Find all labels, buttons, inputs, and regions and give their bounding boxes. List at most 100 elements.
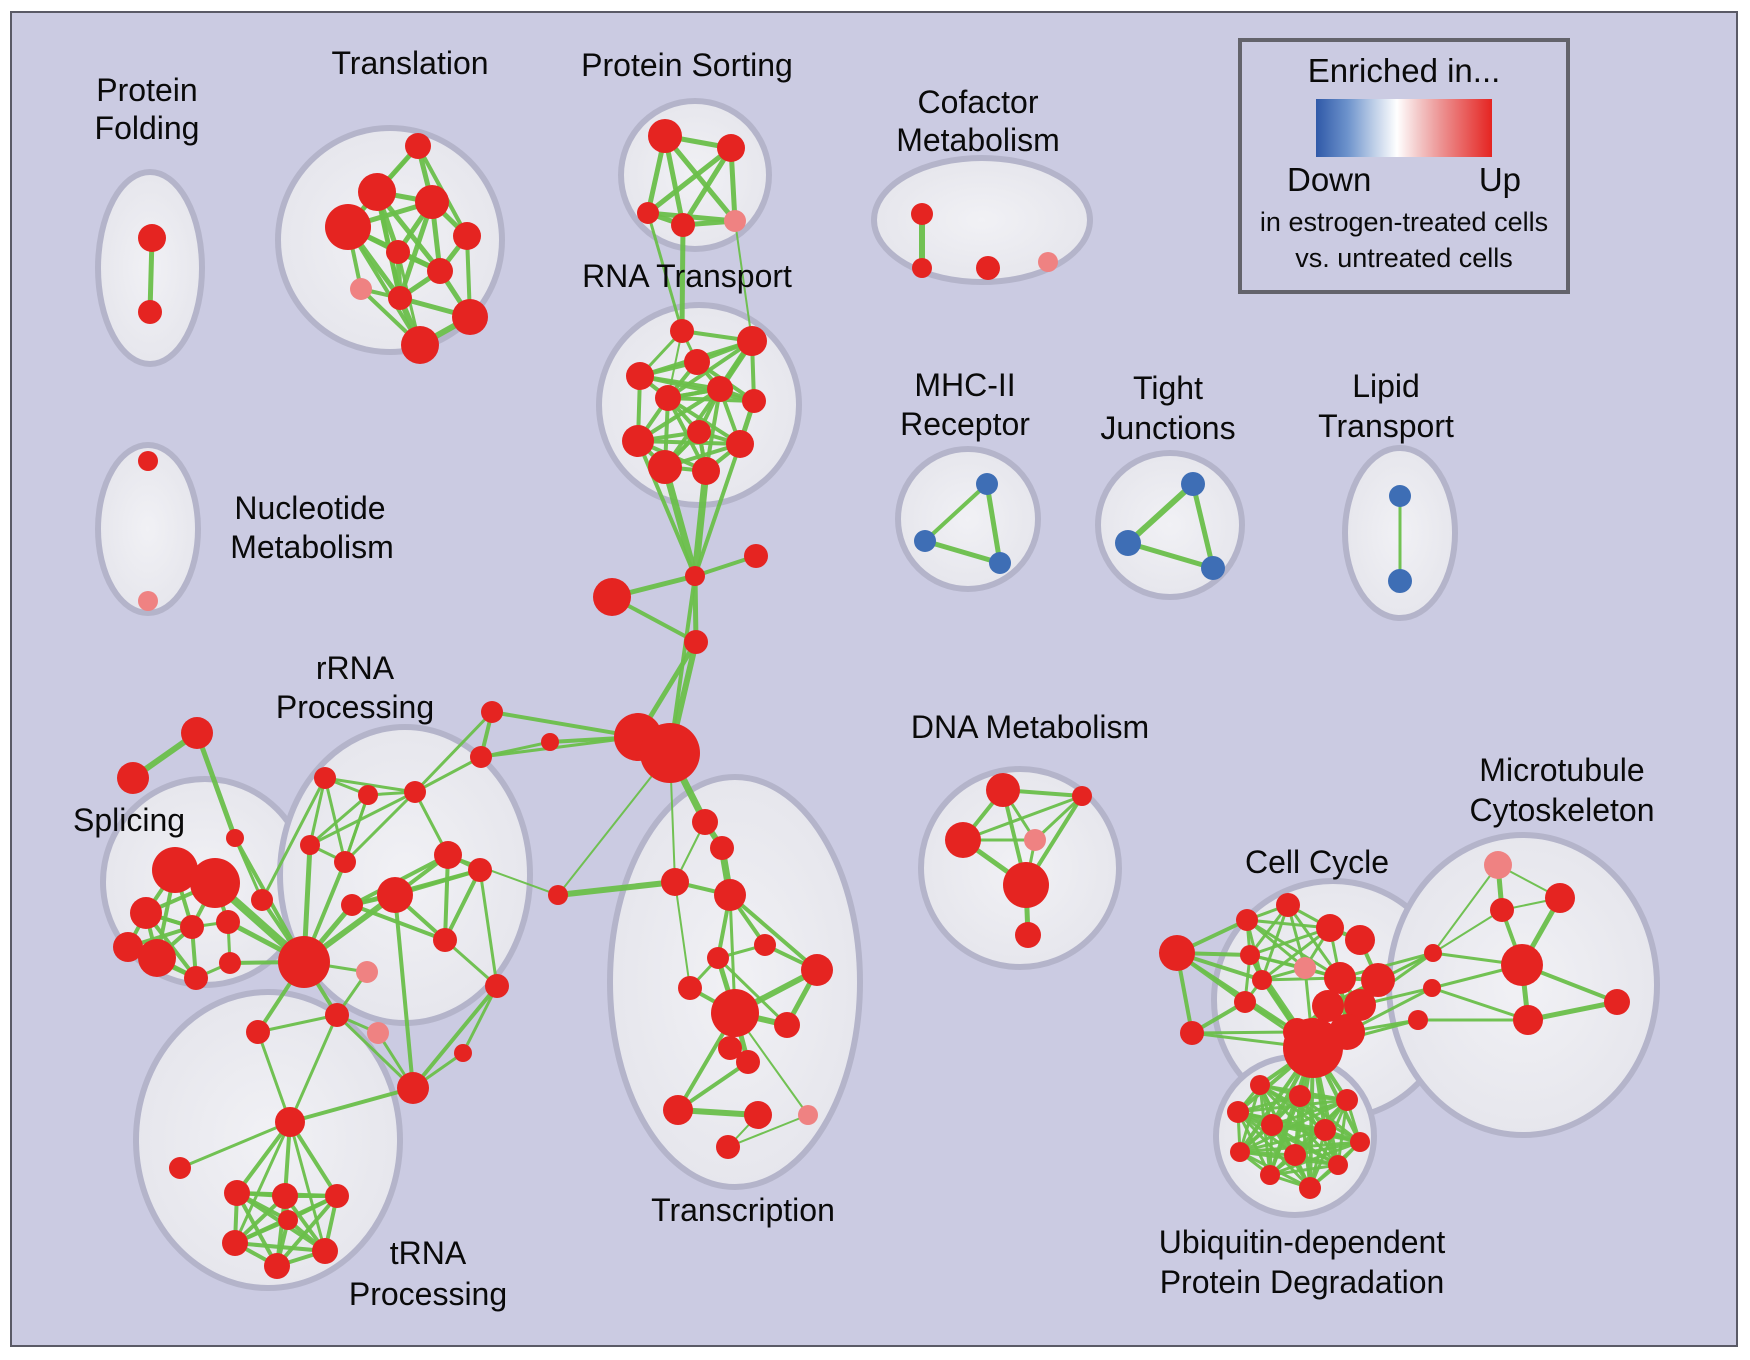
node-trn7 bbox=[278, 1210, 298, 1230]
node-ch2 bbox=[640, 723, 700, 783]
edge-ub7-ub9 bbox=[1293, 1140, 1362, 1157]
node-cc1 bbox=[1236, 909, 1258, 931]
node-ub1 bbox=[1250, 1075, 1270, 1095]
node-ub5 bbox=[1261, 1114, 1283, 1136]
edge-cc2-cc7 bbox=[1260, 903, 1290, 982]
node-cc5 bbox=[1240, 945, 1260, 965]
node-dm1 bbox=[986, 773, 1020, 807]
node-ub2 bbox=[1289, 1085, 1311, 1107]
node-rt6 bbox=[707, 376, 733, 402]
node-ub4 bbox=[1227, 1101, 1249, 1123]
node-rr_h bbox=[468, 858, 492, 882]
cluster-label-22: Cell Cycle bbox=[1245, 844, 1389, 880]
edge-ps5-rt2 bbox=[734, 220, 753, 342]
node-sp1 bbox=[152, 847, 198, 893]
node-cc11 bbox=[1312, 990, 1344, 1022]
node-t3 bbox=[415, 185, 449, 219]
node-tr8 bbox=[801, 954, 833, 986]
cluster-label-10: Receptor bbox=[900, 406, 1030, 442]
cluster-label-21: DNA Metabolism bbox=[911, 709, 1149, 745]
node-rr_p1 bbox=[356, 961, 378, 983]
edge-trn_h-trn_i bbox=[178, 1120, 292, 1170]
node-tr3 bbox=[661, 868, 689, 896]
cluster-label-3: Protein Sorting bbox=[581, 47, 793, 83]
bubble-translation bbox=[275, 125, 505, 355]
edge-mh1-mh2 bbox=[923, 482, 989, 543]
cluster-label-17: Processing bbox=[276, 689, 434, 725]
edge-rr_r-rr_q bbox=[256, 1013, 339, 1034]
node-rr_a bbox=[181, 717, 213, 749]
node-ps3 bbox=[637, 202, 659, 224]
edge-rr_d-rr_k bbox=[308, 776, 327, 847]
node-pf2 bbox=[138, 300, 162, 324]
node-lp1 bbox=[1389, 485, 1411, 507]
edge-rr_a-rr_c bbox=[194, 730, 238, 841]
node-ub12 bbox=[1299, 1177, 1321, 1199]
edge-rr_d-rr_j bbox=[323, 776, 347, 864]
node-ub6 bbox=[1314, 1119, 1336, 1141]
node-trn2 bbox=[272, 1183, 298, 1209]
node-cc12 bbox=[1344, 989, 1376, 1021]
node-rr_u bbox=[485, 974, 509, 998]
node-ub8 bbox=[1230, 1142, 1250, 1162]
node-rt12 bbox=[692, 457, 720, 485]
edge-trn_h-rr_s bbox=[288, 1086, 415, 1124]
cluster-label-2: Translation bbox=[331, 45, 488, 81]
cluster-label-4: RNA Transport bbox=[582, 258, 792, 294]
node-mt4 bbox=[1604, 989, 1630, 1015]
node-rt11 bbox=[648, 450, 682, 484]
node-mt_c2 bbox=[1423, 979, 1441, 997]
edge-ps1-ps5 bbox=[662, 133, 738, 224]
node-cc7 bbox=[1252, 970, 1272, 990]
node-t9 bbox=[388, 286, 412, 310]
cluster-label-6: Metabolism bbox=[896, 122, 1060, 158]
edge-rr_f-rr_k bbox=[308, 790, 417, 847]
node-rr_q bbox=[325, 1003, 349, 1027]
edge-cc3-cc7 bbox=[1260, 926, 1332, 982]
node-sp8 bbox=[184, 966, 208, 990]
node-cs bbox=[548, 885, 568, 905]
edge-rt6-rt9 bbox=[636, 387, 722, 443]
node-rt4 bbox=[626, 362, 654, 390]
edge-mh1-mh3 bbox=[984, 481, 1003, 566]
edge-rr_e-rr_j bbox=[343, 793, 370, 864]
edge-rr_u-rr_h bbox=[478, 868, 499, 988]
node-ub7 bbox=[1350, 1132, 1370, 1152]
cluster-label-12: Junctions bbox=[1100, 410, 1235, 446]
node-cc9 bbox=[1361, 963, 1395, 997]
cluster-label-25: Ubiquitin-dependent bbox=[1159, 1224, 1446, 1260]
edge-ub10-ub11 bbox=[1268, 1163, 1340, 1177]
node-tr1 bbox=[692, 809, 718, 835]
node-t6 bbox=[386, 240, 410, 264]
node-cp2 bbox=[470, 746, 492, 768]
node-rr_m bbox=[278, 936, 330, 988]
cluster-label-23: Microtubule bbox=[1479, 752, 1644, 788]
node-sp3 bbox=[130, 897, 162, 929]
edge-cp2-ch1 bbox=[479, 735, 640, 759]
node-nm1 bbox=[138, 451, 158, 471]
node-tr11 bbox=[718, 1036, 742, 1060]
node-cc_l1 bbox=[1159, 935, 1195, 971]
node-rr_c bbox=[226, 829, 244, 847]
edge-rr_q-rr_s bbox=[335, 1013, 415, 1090]
node-rr_e bbox=[358, 785, 378, 805]
edge-trn1-trn6 bbox=[235, 1191, 279, 1268]
cluster-label-7: Nucleotide bbox=[234, 490, 385, 526]
node-mt3 bbox=[1513, 1005, 1543, 1035]
node-cj bbox=[685, 566, 705, 586]
edge-rr_g-rr_v bbox=[443, 853, 450, 942]
node-ub9 bbox=[1284, 1144, 1306, 1166]
node-cl1 bbox=[541, 733, 559, 751]
node-t4 bbox=[325, 204, 371, 250]
node-rr_f bbox=[404, 781, 426, 803]
node-mt2 bbox=[1490, 898, 1514, 922]
edge-rr_s-rr_u bbox=[411, 984, 499, 1090]
cluster-label-8: Metabolism bbox=[230, 529, 394, 565]
edge-mt3-mt4 bbox=[1525, 999, 1620, 1023]
node-dm5 bbox=[1003, 862, 1049, 908]
edge-trn3-trn6 bbox=[275, 1194, 339, 1268]
edge-cc3-cc5 bbox=[1248, 926, 1332, 957]
node-rr_t bbox=[454, 1044, 472, 1062]
edge-ps2-ps4 bbox=[680, 145, 734, 228]
